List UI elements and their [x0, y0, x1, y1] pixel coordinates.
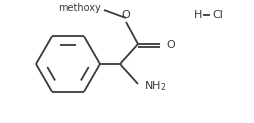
Text: O: O — [166, 40, 175, 51]
Text: methoxy: methoxy — [58, 3, 101, 13]
Text: O: O — [122, 10, 130, 20]
Text: Cl: Cl — [213, 10, 224, 20]
Text: H: H — [194, 10, 202, 20]
Text: NH$_2$: NH$_2$ — [144, 79, 167, 93]
